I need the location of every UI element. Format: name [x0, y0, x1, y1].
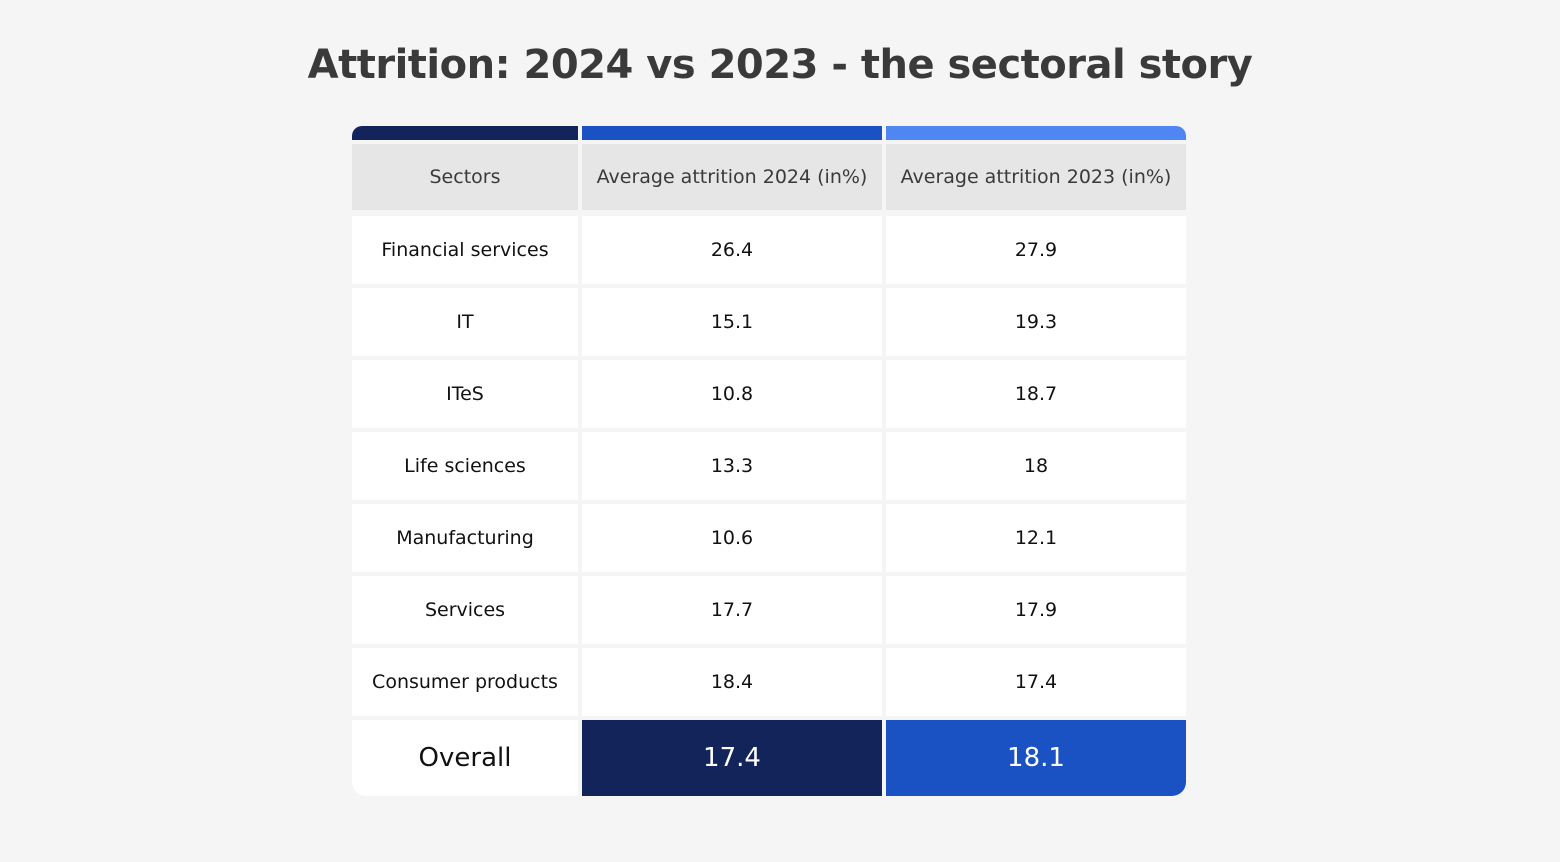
value-2023: 18 [886, 432, 1186, 500]
sector-label: IT [352, 288, 578, 356]
overall-value-2023: 18.1 [886, 720, 1186, 796]
overall-value-2024: 17.4 [582, 720, 882, 796]
value-2024: 10.6 [582, 504, 882, 572]
value-2024: 10.8 [582, 360, 882, 428]
overall-label: Overall [352, 720, 578, 796]
table-row: Consumer products 18.4 17.4 [352, 648, 1186, 716]
value-2024: 18.4 [582, 648, 882, 716]
value-2023: 17.4 [886, 648, 1186, 716]
value-2023: 19.3 [886, 288, 1186, 356]
value-2023: 27.9 [886, 216, 1186, 284]
table-row: Financial services 26.4 27.9 [352, 216, 1186, 284]
table-row: Life sciences 13.3 18 [352, 432, 1186, 500]
overall-row: Overall 17.4 18.1 [352, 720, 1186, 796]
header-accent-bar-2024 [582, 126, 882, 140]
value-2024: 13.3 [582, 432, 882, 500]
value-2024: 26.4 [582, 216, 882, 284]
value-2024: 15.1 [582, 288, 882, 356]
value-2023: 17.9 [886, 576, 1186, 644]
header-accent-bar-2023 [886, 126, 1186, 140]
sector-label: Financial services [352, 216, 578, 284]
chart-title: Attrition: 2024 vs 2023 - the sectoral s… [307, 42, 1253, 88]
sector-label: Life sciences [352, 432, 578, 500]
column-header-sectors: Sectors [352, 144, 578, 210]
value-2023: 18.7 [886, 360, 1186, 428]
table-row: ITeS 10.8 18.7 [352, 360, 1186, 428]
table-row: Services 17.7 17.9 [352, 576, 1186, 644]
sector-label: ITeS [352, 360, 578, 428]
column-header-2023: Average attrition 2023 (in%) [886, 144, 1186, 210]
header-accent-bar-sectors [352, 126, 578, 140]
table-row: IT 15.1 19.3 [352, 288, 1186, 356]
column-header-2024: Average attrition 2024 (in%) [582, 144, 882, 210]
sector-label: Services [352, 576, 578, 644]
table-row: Manufacturing 10.6 12.1 [352, 504, 1186, 572]
value-2024: 17.7 [582, 576, 882, 644]
sector-label: Consumer products [352, 648, 578, 716]
value-2023: 12.1 [886, 504, 1186, 572]
sector-label: Manufacturing [352, 504, 578, 572]
